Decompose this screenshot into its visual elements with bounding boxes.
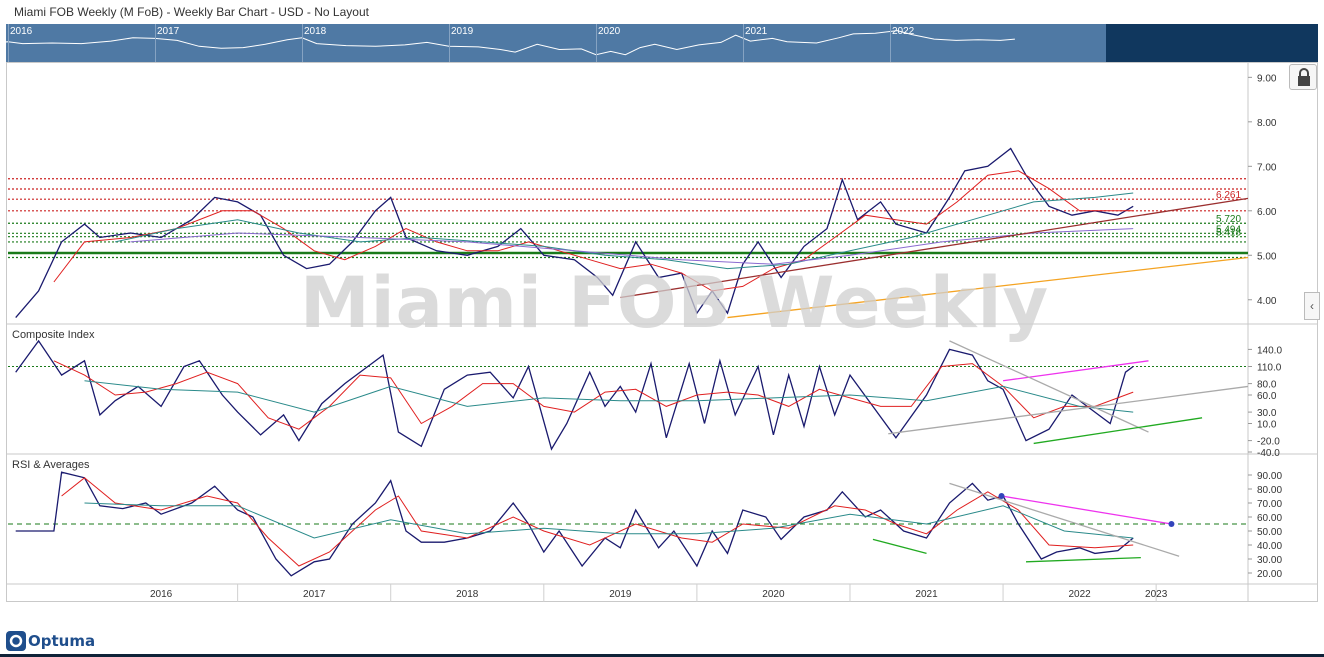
anchor-point xyxy=(998,493,1005,499)
y-tick-label: 6.00 xyxy=(1257,207,1277,218)
y-tick-label: 30.0 xyxy=(1257,408,1277,419)
series-line-1 xyxy=(61,477,1134,567)
series-line-2 xyxy=(84,380,1134,413)
navigator-year-divider xyxy=(890,24,891,62)
trendline xyxy=(1026,556,1141,563)
rsi-averages-label: RSI & Averages xyxy=(12,459,90,471)
navigator-year-label: 2020 xyxy=(598,26,621,37)
level-label: 6.261 xyxy=(1216,190,1241,201)
y-tick-label: -20.0 xyxy=(1257,437,1280,448)
trendline xyxy=(1001,495,1172,525)
y-tick-label: 110.0 xyxy=(1257,363,1282,374)
y-tick-label: 40.00 xyxy=(1257,541,1282,552)
x-tick-label: 2023 xyxy=(1145,589,1168,600)
y-tick-label: 10.0 xyxy=(1257,420,1277,431)
trendline xyxy=(872,538,927,555)
y-tick-label: 90.00 xyxy=(1257,471,1282,482)
logo-text: Optuma xyxy=(28,632,96,650)
chevron-left-icon[interactable]: ‹ xyxy=(1304,292,1320,320)
chart-frame xyxy=(6,62,1318,602)
y-tick-label: 50.00 xyxy=(1257,527,1282,538)
navigator-year-label: 2021 xyxy=(745,26,768,37)
navigator-line xyxy=(6,30,1015,56)
x-tick-label: 2020 xyxy=(762,589,785,600)
level-label: 5.418 xyxy=(1216,228,1241,239)
anchor-point xyxy=(1168,521,1175,527)
navigator-handle-area[interactable] xyxy=(1106,24,1318,62)
y-tick-label: -40.0 xyxy=(1257,448,1280,459)
trendline xyxy=(620,197,1249,299)
y-tick-label: 140.0 xyxy=(1257,345,1282,356)
y-tick-label: 7.00 xyxy=(1257,162,1277,173)
series-line-0 xyxy=(15,471,1134,577)
trendline xyxy=(1033,417,1203,445)
footer-rule xyxy=(0,654,1324,657)
x-tick-label: 2016 xyxy=(150,589,173,600)
y-tick-label: 9.00 xyxy=(1257,73,1277,84)
navigator-year-divider xyxy=(449,24,450,62)
lock-icon[interactable] xyxy=(1289,64,1317,90)
x-tick-label: 2017 xyxy=(303,589,326,600)
level-label: 5.720 xyxy=(1216,214,1241,225)
x-tick-label: 2018 xyxy=(456,589,479,600)
navigator-year-divider xyxy=(302,24,303,62)
trendline xyxy=(727,256,1249,319)
y-tick-label: 8.00 xyxy=(1257,118,1277,129)
panel-2: 90.00 80.00 70.00 60.00 50.00 40.00 30.00 20.00 xyxy=(8,471,1282,580)
x-tick-label: 2022 xyxy=(1068,589,1091,600)
navigator-year-label: 2022 xyxy=(892,26,915,37)
y-tick-label: 70.00 xyxy=(1257,499,1282,510)
y-tick-label: 5.00 xyxy=(1257,251,1277,262)
y-tick-label: 80.00 xyxy=(1257,485,1282,496)
series-line-1 xyxy=(53,360,1134,430)
y-tick-label: 60.00 xyxy=(1257,513,1282,524)
y-tick-label: 60.0 xyxy=(1257,391,1277,402)
watermark: Miami FOB Weekly xyxy=(300,262,1050,344)
panel-0: 9.00 8.00 7.00 6.00 5.00 4.00 6.261 5.7205.4945… xyxy=(8,73,1277,319)
navigator-year-divider xyxy=(743,24,744,62)
trendline xyxy=(949,340,1149,433)
chart-title: Miami FOB Weekly (M FoB) - Weekly Bar Ch… xyxy=(14,5,369,19)
time-navigator[interactable]: 2016 2017 2018 2019 2020 2021 2022 xyxy=(6,24,1318,62)
level-label: 5.494 xyxy=(1216,224,1241,235)
panel-1: 140.0 110.0 80.060.0 30.010.0 -20.0-40.0 xyxy=(8,339,1282,459)
optuma-logo: Optuma xyxy=(6,630,95,652)
composite-index-label: Composite Index xyxy=(12,329,95,341)
series-line-0 xyxy=(15,339,1134,451)
series-line-1 xyxy=(53,170,1134,292)
navigator-year-divider xyxy=(155,24,156,62)
navigator-year-divider xyxy=(8,24,9,62)
navigator-year-label: 2019 xyxy=(451,26,474,37)
navigator-year-label: 2017 xyxy=(157,26,180,37)
series-line-3 xyxy=(130,228,1134,265)
trendline xyxy=(888,385,1249,435)
trendline xyxy=(949,482,1180,557)
y-tick-label: 30.00 xyxy=(1257,555,1282,566)
y-tick-label: 80.0 xyxy=(1257,380,1277,391)
y-tick-label: 20.00 xyxy=(1257,569,1282,580)
series-line-0 xyxy=(15,147,1134,319)
series-line-2 xyxy=(115,192,1134,270)
optuma-logo-icon xyxy=(6,631,26,651)
trendline xyxy=(1002,360,1149,382)
y-tick-label: 4.00 xyxy=(1257,296,1277,307)
navigator-year-label: 2016 xyxy=(10,26,33,37)
navigator-year-divider xyxy=(596,24,597,62)
navigator-year-label: 2018 xyxy=(304,26,327,37)
x-tick-label: 2019 xyxy=(609,589,632,600)
navigator-overview-line xyxy=(6,30,1015,56)
series-line-2 xyxy=(84,502,1134,539)
x-tick-label: 2021 xyxy=(915,589,938,600)
